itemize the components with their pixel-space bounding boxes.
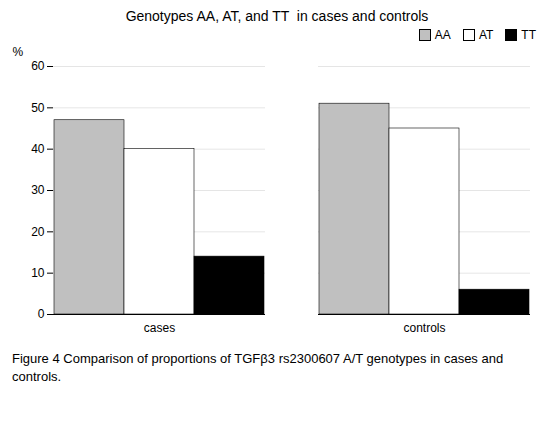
html-text:TT: TT [521,28,536,42]
svg-text:20: 20 [31,225,45,239]
html-text:AA: AA [434,28,451,42]
svg-text:%: % [13,45,24,59]
svg-text:cases: cases [144,321,175,335]
svg-text:0: 0 [38,307,45,321]
svg-text:60: 60 [31,59,45,73]
html-text:Figure 4 Comparison of proport: Figure 4 Comparison of proportions of TG… [12,351,504,384]
svg-text:10: 10 [31,266,45,280]
html-text:AT: AT [478,28,494,42]
svg-text:40: 40 [31,142,45,156]
svg-text:controls: controls [403,321,445,335]
svg-text:30: 30 [31,183,45,197]
html-text:Genotypes AA, AT, and TT in ca: Genotypes AA, AT, and TT in cases and co… [125,8,429,24]
svg-text:50: 50 [31,101,45,115]
